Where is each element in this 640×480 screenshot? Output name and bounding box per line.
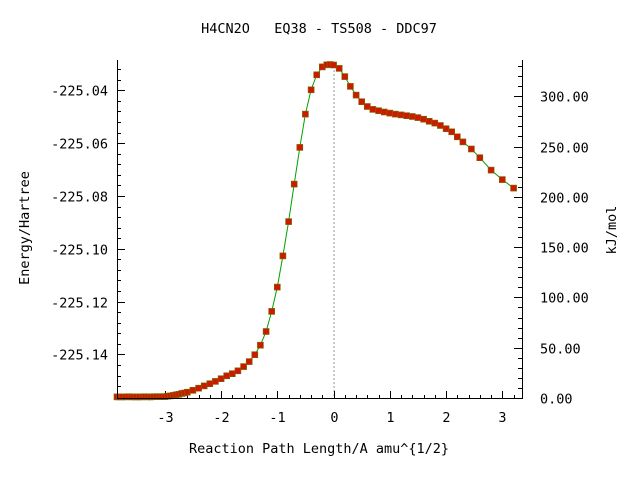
- y2-tick-label: 300.00: [540, 90, 589, 106]
- data-point: [307, 86, 315, 94]
- y2-tick-label: 250.00: [540, 141, 589, 157]
- data-point: [234, 367, 242, 375]
- data-point: [363, 103, 371, 110]
- data-point: [217, 375, 225, 383]
- y2-tick-label: 100.00: [540, 291, 589, 307]
- data-point: [420, 115, 427, 123]
- data-point: [330, 61, 337, 69]
- data-point: [268, 308, 276, 315]
- energy-curve: [117, 63, 514, 398]
- data-point: [347, 83, 354, 90]
- data-point: [229, 370, 236, 378]
- data-point: [437, 122, 444, 129]
- data-point: [352, 91, 360, 99]
- y2-axis-label: kJ/mol: [604, 206, 620, 255]
- y-axis-label: Energy/Hartree: [17, 171, 33, 285]
- plot-area: -225.04 -225.06 -225.08 -225.10 -225.12 -225.…: [51, 60, 589, 426]
- data-point: [285, 218, 292, 225]
- data-point: [498, 176, 506, 183]
- data-point: [369, 106, 377, 113]
- data-point: [403, 112, 411, 119]
- y2-tick-label: 50.00: [540, 342, 581, 358]
- data-point: [240, 363, 247, 370]
- data-point: [200, 382, 208, 390]
- data-point: [397, 111, 405, 119]
- bottom-axis-ticks: -3 -2 -1 0 1 2 3: [120, 391, 515, 426]
- data-point: [375, 107, 382, 114]
- data-point: [386, 109, 394, 117]
- y-tick-label: -225.10: [51, 243, 108, 259]
- data-point: [257, 341, 264, 349]
- x-tick-label: 2: [442, 410, 450, 426]
- data-point: [195, 384, 202, 392]
- data-point: [380, 108, 388, 116]
- data-point: [414, 114, 422, 121]
- data-point: [189, 386, 197, 394]
- data-point: [468, 145, 475, 153]
- y-tick-label: -225.08: [51, 190, 108, 206]
- y-tick-label: -225.14: [51, 348, 108, 364]
- data-point: [223, 372, 230, 380]
- data-point: [262, 328, 270, 335]
- data-point: [431, 119, 439, 127]
- data-point: [212, 378, 219, 385]
- data-point: [487, 166, 495, 174]
- chart-title: H4CN2O EQ38 - TS508 - DDC97: [201, 21, 437, 37]
- data-point: [206, 380, 214, 388]
- energy-curve-layer: [117, 63, 514, 398]
- y2-tick-label: 200.00: [540, 191, 589, 207]
- data-point: [313, 71, 321, 79]
- data-point: [476, 154, 484, 161]
- data-point: [296, 144, 304, 151]
- data-point: [245, 358, 253, 365]
- data-point: [358, 98, 366, 105]
- data-point: [279, 252, 287, 260]
- x-tick-label: -2: [213, 410, 229, 426]
- data-point: [290, 180, 298, 188]
- x-axis-label: Reaction Path Length/A amu^{1/2}: [189, 441, 449, 457]
- data-point: [448, 128, 456, 136]
- data-point: [408, 113, 416, 120]
- data-point: [273, 283, 281, 291]
- y2-tick-label: 150.00: [540, 241, 589, 257]
- energy-points-layer: [113, 61, 517, 401]
- axis-frame: [117, 60, 523, 399]
- y-tick-label: -225.04: [51, 84, 108, 100]
- data-point: [341, 73, 349, 80]
- x-tick-label: 3: [498, 410, 506, 426]
- data-point: [453, 133, 461, 141]
- y2-tick-label: 0.00: [540, 392, 573, 408]
- y-tick-label: -225.12: [51, 296, 108, 312]
- x-tick-label: 0: [330, 410, 338, 426]
- left-axis-ticks: -225.04 -225.06 -225.08 -225.10 -225.12 -225.…: [51, 69, 125, 398]
- y-tick-label: -225.06: [51, 137, 108, 153]
- data-point: [335, 65, 343, 72]
- x-tick-label: 1: [386, 410, 394, 426]
- data-point: [510, 184, 517, 192]
- right-axis-ticks: 0.00 50.00 100.00 150.00 200.00 250.00 300.00: [514, 66, 589, 408]
- data-point: [184, 388, 191, 396]
- x-tick-label: -3: [157, 410, 173, 426]
- data-point: [251, 351, 259, 359]
- x-tick-label: -1: [269, 410, 285, 426]
- data-point: [425, 118, 433, 125]
- data-point: [302, 110, 309, 118]
- data-point: [392, 110, 399, 118]
- data-point: [459, 138, 467, 146]
- data-point: [442, 125, 450, 132]
